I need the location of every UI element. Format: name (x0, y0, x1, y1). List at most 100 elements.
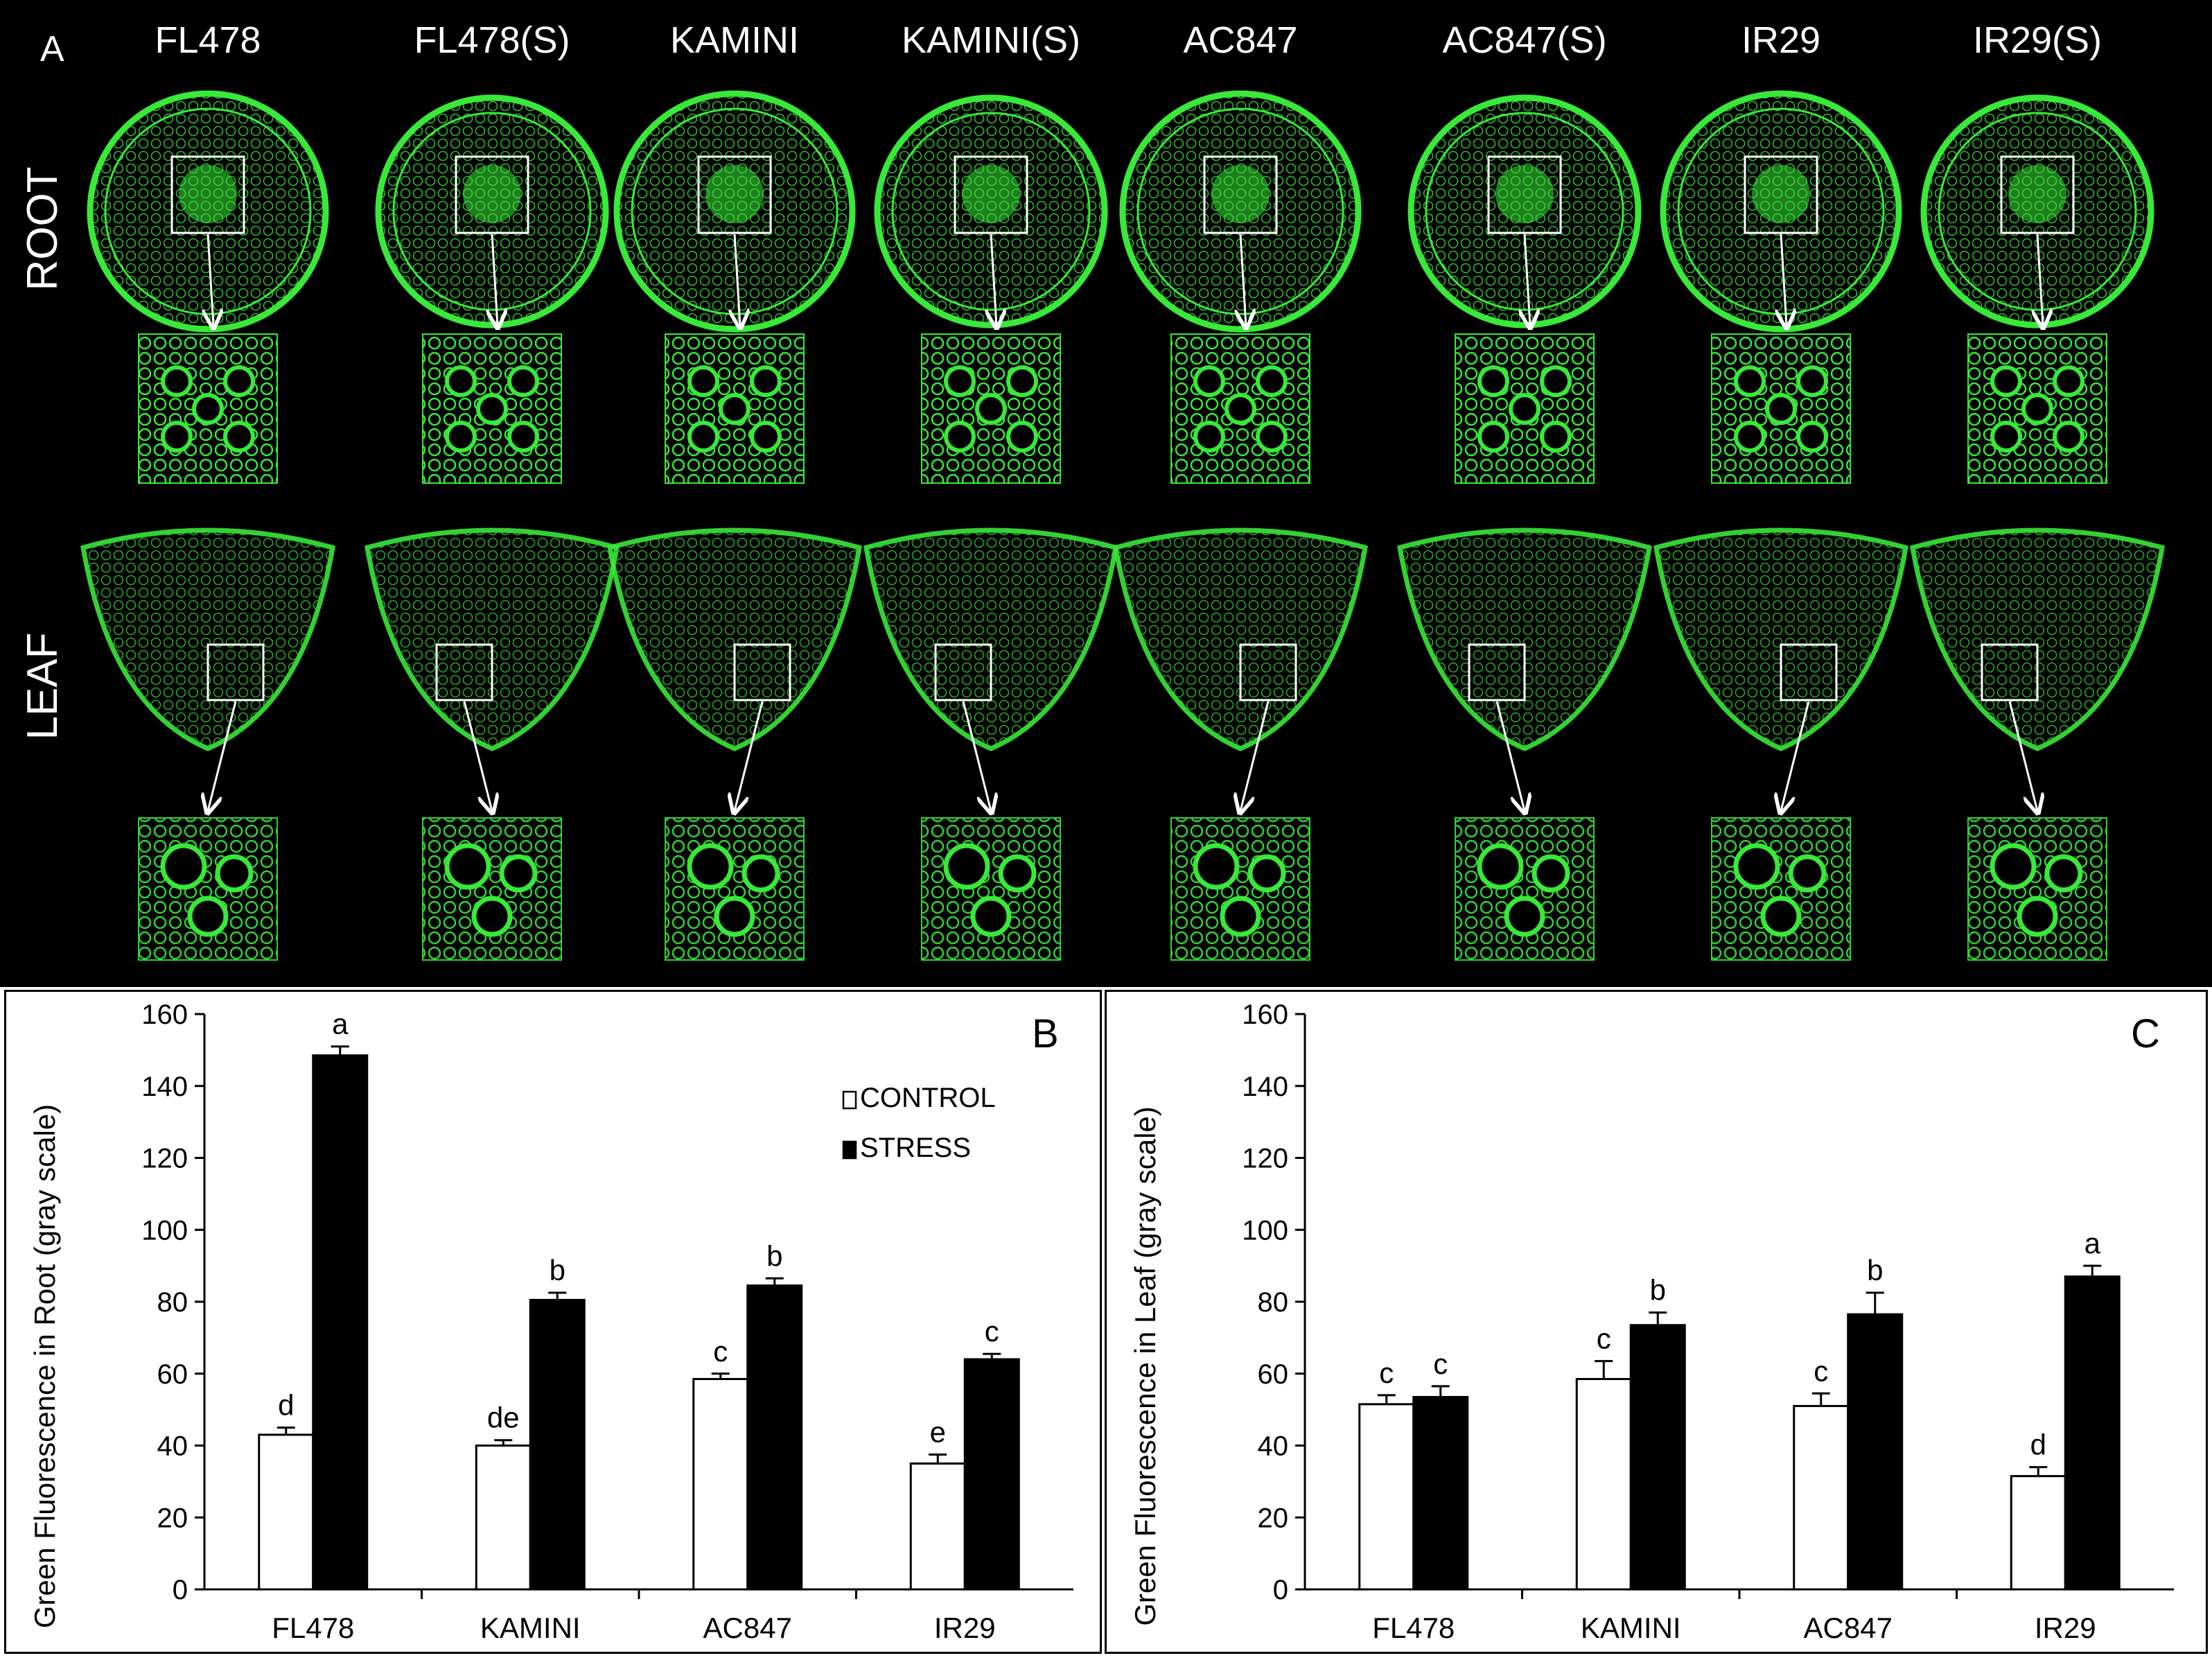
leaf-fluorescence-chart: C Green Fluorescence in Leaf (gray scale… (1105, 990, 2208, 1654)
micrograph-column: FL478(S) (365, 19, 620, 961)
leaf-zoom-box (733, 643, 791, 701)
column-label: IR29 (1741, 19, 1820, 61)
y-tick-label: 20 (1258, 1503, 1289, 1533)
xylem-vessel (1990, 421, 2022, 453)
micrograph-column: IR29 (1653, 19, 1908, 961)
y-tick-label: 80 (1258, 1287, 1289, 1318)
leaf-section-image (1397, 527, 1652, 751)
bar-stress (2064, 1275, 2121, 1591)
micrograph-column: IR29(S) (1910, 19, 2165, 961)
leaf-zoom-box (207, 643, 265, 701)
xylem-vessel (1796, 421, 1828, 453)
row-label-root: ROOT (19, 166, 67, 290)
leaf-zoom-arrow (735, 701, 764, 811)
x-tick-label: IR29 (2035, 1612, 2096, 1644)
vascular-vessel (499, 854, 538, 893)
y-tick-label: 120 (141, 1144, 188, 1174)
vascular-vessel (187, 896, 229, 937)
micrograph-column: AC847(S) (1397, 19, 1652, 961)
root-zoom-box (697, 155, 772, 234)
xylem-vessel (719, 393, 750, 425)
y-axis-label-root: Green Fluorescence in Root (gray scale) (28, 1104, 61, 1628)
vascular-vessel (1733, 843, 1780, 890)
vascular-vessel (943, 843, 990, 890)
y-tick-label: 120 (1242, 1144, 1288, 1174)
bar-control (909, 1462, 966, 1591)
column-label: AC847(S) (1442, 19, 1606, 61)
x-tick-label: KAMINI (1581, 1612, 1681, 1644)
significance-letter: de (487, 1402, 520, 1434)
leaf-zoom-arrow (1495, 701, 1525, 811)
xylem-vessel (507, 421, 539, 453)
xylem-vessel (1990, 365, 2022, 397)
bar-control (2010, 1475, 2066, 1591)
y-tick-label: 60 (1258, 1359, 1289, 1390)
root-stele (1495, 165, 1554, 223)
root-zoom-arrow (2037, 234, 2043, 326)
root-zoom-box (1744, 155, 1818, 234)
vascular-vessel (1504, 896, 1545, 937)
root-chart-svg: B Green Fluorescence in Root (gray scale… (28, 1000, 1073, 1644)
micrograph-grid: FL478 FL478(S) KAMINI KAMINI(S) AC847 AC847(S… (19, 19, 2165, 961)
vascular-vessel (741, 854, 780, 893)
leaf-vascular-zoom-image (1455, 817, 1595, 961)
x-tick-label: AC847 (703, 1612, 792, 1644)
significance-letter: d (2030, 1429, 2046, 1461)
xylem-vessel (223, 421, 255, 453)
column-label: FL478(S) (414, 19, 570, 61)
vascular-vessel (1990, 843, 2037, 890)
leaf-section-image (1910, 527, 2165, 751)
leaf-vascular-zoom-image (1967, 817, 2107, 961)
y-tick-label: 160 (141, 1000, 188, 1030)
vascular-vessel (471, 896, 513, 937)
root-zoom-arrow (1525, 234, 1530, 326)
xylem-vessel (445, 365, 477, 397)
leaf-zoom-arrow (962, 701, 991, 811)
root-stele (1752, 165, 1810, 223)
xylem-vessel (1796, 365, 1828, 397)
xylem-vessel (1006, 421, 1038, 453)
xylem-vessel (161, 421, 193, 453)
column-label: KAMINI(S) (902, 19, 1080, 61)
significance-letter: c (1814, 1354, 1828, 1387)
leaf-zoom-arrow (463, 701, 492, 811)
leaf-zoom-box (1468, 643, 1526, 701)
leaf-section-image (1113, 527, 1368, 751)
vascular-vessel (714, 896, 755, 937)
root-zoom-box (1487, 155, 1562, 234)
xylem-vessel (1193, 421, 1225, 453)
vascular-vessel (1247, 854, 1286, 893)
root-stele (705, 165, 764, 223)
root-zoom-arrow (208, 234, 213, 326)
leaf-vascular-zoom-image (1711, 817, 1851, 961)
bar-control (692, 1378, 749, 1591)
micrograph-column: KAMINI(S) (863, 19, 1118, 961)
bar-stress (529, 1298, 586, 1591)
xylem-vessel (2053, 365, 2084, 397)
vascular-vessel (1477, 843, 1524, 890)
significance-letter: b (766, 1239, 782, 1272)
leaf-vascular-zoom-image (1170, 817, 1310, 961)
leaf-section-image (80, 527, 335, 751)
column-label: AC847 (1183, 19, 1297, 61)
panel-letter-b: B (1032, 1011, 1059, 1056)
significance-letter: c (1433, 1347, 1448, 1380)
root-zoom-box (954, 155, 1028, 234)
xylem-vessel (223, 365, 255, 397)
vascular-vessel (444, 843, 491, 890)
xylem-vessel (687, 365, 719, 397)
bar-stress (1629, 1324, 1686, 1591)
leaf-section-image (863, 527, 1118, 751)
significance-letter: b (550, 1254, 565, 1286)
significance-letter: d (278, 1389, 294, 1422)
x-tick-label: IR29 (934, 1612, 996, 1644)
significance-letter: c (985, 1315, 999, 1347)
root-zoom-arrow (735, 234, 740, 326)
root-zoom-arrow (1781, 234, 1787, 326)
significance-letter: a (2084, 1227, 2101, 1259)
xylem-vessel (1006, 365, 1038, 397)
y-tick-label: 140 (141, 1072, 188, 1102)
micrograph-column: FL478 (80, 19, 335, 961)
leaf-section-image (1653, 527, 1908, 751)
xylem-vessel (1509, 393, 1540, 425)
